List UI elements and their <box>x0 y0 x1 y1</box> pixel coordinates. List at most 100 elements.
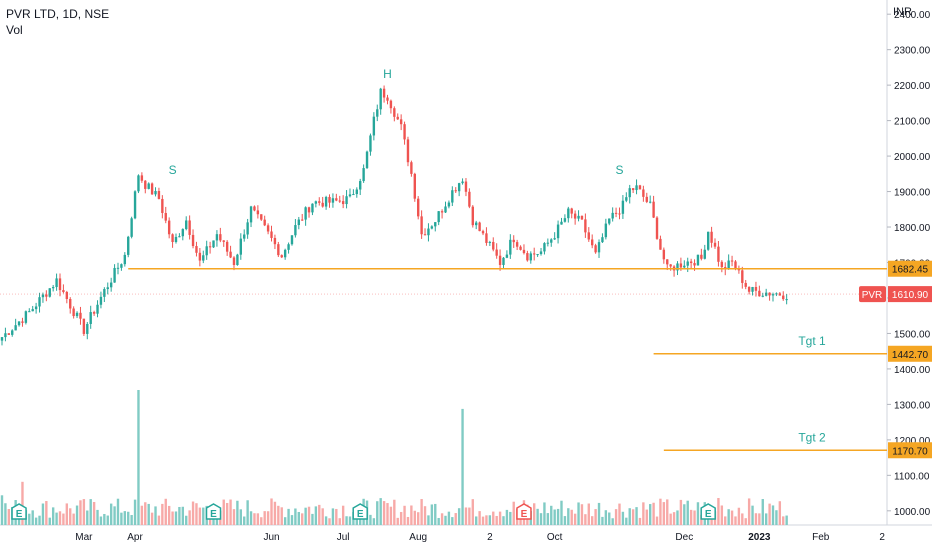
level-price-label: 1682.45 <box>892 265 929 276</box>
volume-bar <box>79 500 82 525</box>
volume-bar <box>140 505 144 525</box>
candle-body <box>526 253 529 261</box>
y-tick-label: 1200.00 <box>894 436 931 447</box>
volume-bar <box>253 513 256 525</box>
volume-bar <box>434 503 437 525</box>
volume-bar <box>502 516 505 525</box>
volume-bar <box>212 516 215 525</box>
volume-bar <box>21 481 24 525</box>
volume-bar <box>597 502 601 525</box>
volume-bar <box>72 513 75 525</box>
candle-body <box>103 289 106 297</box>
candle-body <box>92 312 96 314</box>
candle-body <box>488 241 492 243</box>
volume-bar <box>338 518 341 525</box>
volume-bar <box>570 509 573 525</box>
y-tick-label: 1100.00 <box>894 471 930 482</box>
candle-body <box>597 242 601 253</box>
volume-bar <box>413 510 416 525</box>
candle-body <box>174 236 178 243</box>
volume-bar <box>174 511 178 525</box>
volume-bar <box>768 503 771 525</box>
volume-bar <box>485 515 488 525</box>
candle-body <box>689 261 693 264</box>
volume-bar <box>65 503 69 525</box>
candle-body <box>539 251 543 255</box>
volume-bar <box>498 511 502 525</box>
volume-bar <box>410 505 413 525</box>
candle-body <box>645 196 648 202</box>
volume-bar <box>335 508 338 525</box>
candle-body <box>167 220 171 235</box>
candle-body <box>144 180 147 189</box>
candle-body <box>202 255 205 261</box>
candle-body <box>273 237 277 245</box>
volume-bar <box>744 518 747 525</box>
candle-body <box>65 292 69 299</box>
volume-bar <box>147 503 150 525</box>
candle-body <box>359 181 362 190</box>
y-tick-label: 1400.00 <box>894 365 931 376</box>
candle-body <box>55 278 58 288</box>
volume-bar <box>348 516 352 525</box>
earnings-marker <box>352 503 368 520</box>
volume-bar <box>372 518 376 525</box>
volume-bar <box>232 509 236 525</box>
candle-body <box>14 325 17 331</box>
candle-body <box>219 234 222 241</box>
candle-body <box>82 318 86 334</box>
volume-bar <box>447 511 451 525</box>
candle-body <box>45 294 48 297</box>
volume-bar <box>676 510 679 525</box>
volume-bar <box>720 505 724 525</box>
candle-body <box>464 181 468 192</box>
volume-bar <box>243 516 246 525</box>
candle-body <box>563 218 567 222</box>
candle-body <box>454 190 457 192</box>
candle-body <box>662 249 666 260</box>
candle-body <box>62 290 65 293</box>
volume-bar <box>625 517 628 525</box>
volume-bar <box>478 511 481 525</box>
volume-bar <box>137 390 140 525</box>
volume-bar <box>580 504 584 525</box>
candle-body <box>471 206 474 226</box>
candle-body <box>447 202 451 207</box>
candle-body <box>21 321 24 323</box>
candle-body <box>386 97 389 101</box>
candle-body <box>396 116 399 120</box>
volume-bar <box>669 513 672 525</box>
volume-bar <box>75 505 79 525</box>
candle-body <box>642 189 645 197</box>
volume-bar <box>601 516 604 525</box>
volume-bar <box>195 503 198 525</box>
volume-bar <box>505 509 509 525</box>
candle-body <box>86 323 89 334</box>
candle-body <box>127 236 130 255</box>
volume-bar <box>614 509 618 525</box>
volume-bar <box>666 499 669 525</box>
candle-body <box>427 228 430 236</box>
candle-body <box>423 234 427 236</box>
candle-body <box>171 234 174 243</box>
candle-body <box>17 321 21 326</box>
volume-bar <box>440 513 444 525</box>
candle-body <box>161 198 164 213</box>
candle-body <box>502 257 505 265</box>
volume-bar <box>198 507 202 525</box>
candle-body <box>222 240 225 242</box>
volume-bar <box>239 509 243 525</box>
volume-bar <box>573 513 577 525</box>
volume-bar <box>782 516 785 525</box>
x-tick-label: Dec <box>675 532 693 543</box>
candle-body <box>335 198 338 201</box>
volume-bar <box>430 504 434 525</box>
target-label: Tgt 2 <box>798 430 826 444</box>
candle-body <box>314 201 318 204</box>
volume-bar <box>389 506 393 525</box>
candle-body <box>137 175 140 192</box>
volume-bar <box>341 505 345 525</box>
volume-bar <box>123 511 127 525</box>
candle-body <box>495 249 498 256</box>
